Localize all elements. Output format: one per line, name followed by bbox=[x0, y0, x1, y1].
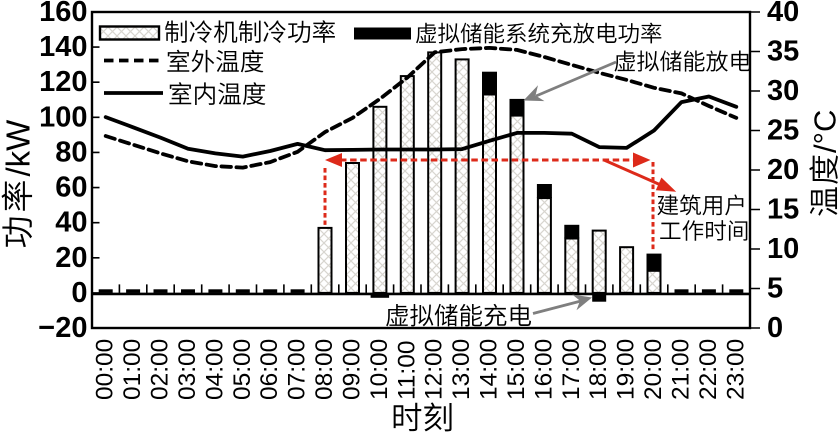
svg-text:60: 60 bbox=[55, 172, 87, 204]
svg-text:08:00: 08:00 bbox=[311, 339, 338, 400]
svg-text:25: 25 bbox=[767, 115, 799, 147]
svg-text:12:00: 12:00 bbox=[421, 339, 448, 400]
svg-text:09:00: 09:00 bbox=[339, 339, 366, 400]
svg-text:5: 5 bbox=[767, 273, 783, 305]
svg-text:06:00: 06:00 bbox=[256, 339, 283, 400]
svg-text:03:00: 03:00 bbox=[174, 339, 201, 400]
svg-text:23:00: 23:00 bbox=[722, 339, 749, 400]
svg-text:15:00: 15:00 bbox=[503, 339, 530, 400]
svg-text:140: 140 bbox=[39, 31, 87, 63]
svg-text:05:00: 05:00 bbox=[229, 339, 256, 400]
svg-text:120: 120 bbox=[39, 66, 87, 98]
svg-text:40: 40 bbox=[767, 0, 799, 28]
svg-text:/°C: /°C bbox=[808, 110, 839, 153]
svg-text:02:00: 02:00 bbox=[147, 339, 174, 400]
svg-text:15: 15 bbox=[767, 194, 799, 226]
svg-text:30: 30 bbox=[767, 75, 799, 107]
svg-text:20: 20 bbox=[55, 242, 87, 274]
svg-text:/kW: /kW bbox=[0, 119, 37, 177]
svg-text:14:00: 14:00 bbox=[476, 339, 503, 400]
svg-text:160: 160 bbox=[39, 0, 87, 28]
svg-text:80: 80 bbox=[55, 136, 87, 168]
svg-text:10: 10 bbox=[767, 233, 799, 265]
svg-text:−20: −20 bbox=[38, 312, 87, 344]
svg-text:21:00: 21:00 bbox=[668, 339, 695, 400]
svg-text:20:00: 20:00 bbox=[640, 339, 667, 400]
svg-text:11:00: 11:00 bbox=[393, 341, 420, 401]
svg-text:17:00: 17:00 bbox=[558, 339, 585, 400]
svg-text:22:00: 22:00 bbox=[695, 339, 722, 400]
svg-text:07:00: 07:00 bbox=[284, 339, 311, 400]
svg-text:0: 0 bbox=[767, 312, 783, 344]
svg-text:01:00: 01:00 bbox=[119, 339, 146, 400]
svg-text:00:00: 00:00 bbox=[92, 339, 119, 400]
svg-text:35: 35 bbox=[767, 36, 799, 68]
svg-text:19:00: 19:00 bbox=[613, 339, 640, 400]
svg-text:13:00: 13:00 bbox=[448, 339, 475, 400]
svg-text:0: 0 bbox=[71, 277, 87, 309]
svg-text:20: 20 bbox=[767, 154, 799, 186]
svg-text:100: 100 bbox=[39, 101, 87, 133]
svg-text:18:00: 18:00 bbox=[585, 339, 612, 400]
svg-text:04:00: 04:00 bbox=[201, 339, 228, 400]
svg-text:40: 40 bbox=[55, 207, 87, 239]
svg-text:10:00: 10:00 bbox=[366, 339, 393, 400]
svg-text:16:00: 16:00 bbox=[530, 339, 557, 400]
